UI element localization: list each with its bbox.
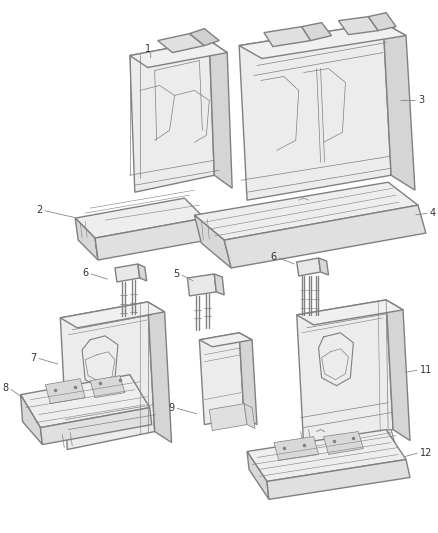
Polygon shape [383,22,415,190]
Polygon shape [297,300,393,447]
Text: 1: 1 [145,44,151,54]
Polygon shape [368,13,396,30]
Polygon shape [297,300,403,325]
Polygon shape [239,333,257,425]
Text: 4: 4 [430,208,436,218]
Polygon shape [239,22,406,59]
Text: 8: 8 [3,383,9,393]
Polygon shape [297,258,321,276]
Polygon shape [158,34,205,53]
Polygon shape [304,430,396,463]
Text: 5: 5 [173,269,180,279]
Polygon shape [247,451,269,499]
Polygon shape [194,182,418,240]
Polygon shape [130,41,227,68]
Polygon shape [40,408,152,445]
Polygon shape [224,205,426,268]
Text: 3: 3 [418,95,424,106]
Polygon shape [21,394,42,445]
Polygon shape [386,300,410,441]
Text: 6: 6 [82,268,88,278]
Polygon shape [302,22,332,41]
Polygon shape [194,215,231,268]
Text: 11: 11 [420,365,432,375]
Polygon shape [75,218,98,260]
Polygon shape [130,41,214,192]
Polygon shape [46,379,85,403]
Text: 6: 6 [271,252,277,262]
Polygon shape [209,41,232,188]
Polygon shape [187,274,216,296]
Polygon shape [264,27,311,46]
Polygon shape [214,274,224,295]
Polygon shape [239,22,391,200]
Polygon shape [95,218,207,260]
Polygon shape [199,333,244,425]
Polygon shape [75,198,205,238]
Polygon shape [274,437,318,461]
Polygon shape [244,403,255,429]
Polygon shape [90,376,125,398]
Polygon shape [324,432,363,455]
Polygon shape [60,302,155,449]
Polygon shape [138,264,147,281]
Polygon shape [148,302,172,442]
Polygon shape [199,333,252,347]
Polygon shape [339,17,378,35]
Text: 2: 2 [36,205,42,215]
Polygon shape [21,375,150,427]
Text: 9: 9 [169,402,175,413]
Polygon shape [267,459,410,499]
Polygon shape [115,264,140,282]
Text: 7: 7 [30,353,36,363]
Polygon shape [60,302,165,328]
Polygon shape [190,29,219,46]
Polygon shape [247,430,406,481]
Polygon shape [318,258,328,275]
Text: 12: 12 [420,448,432,457]
Polygon shape [209,403,247,431]
